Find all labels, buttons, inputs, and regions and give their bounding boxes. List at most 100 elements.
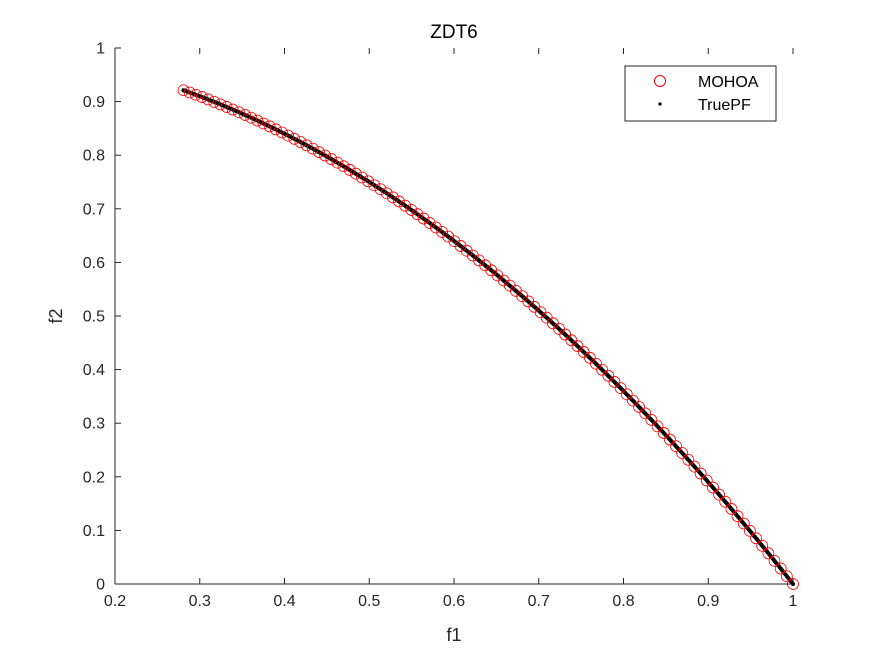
x-tick-label: 0.9 bbox=[697, 593, 719, 610]
mohoa-point bbox=[774, 562, 787, 575]
mohoa-point bbox=[423, 217, 436, 229]
mohoa-point bbox=[196, 91, 208, 103]
mohoa-point bbox=[466, 249, 479, 262]
mohoa-point bbox=[583, 351, 596, 364]
mohoa-point bbox=[645, 413, 658, 426]
mohoa-point bbox=[707, 481, 719, 494]
mohoa-point bbox=[276, 126, 288, 139]
mohoa-point bbox=[263, 120, 276, 133]
mohoa-point bbox=[614, 382, 627, 395]
mohoa-point bbox=[682, 453, 695, 466]
mohoa-point bbox=[257, 117, 270, 130]
y-axis-title: f2 bbox=[46, 308, 66, 323]
mohoa-point bbox=[744, 524, 756, 537]
mohoa-point bbox=[356, 171, 368, 184]
mohoa-point bbox=[688, 460, 701, 473]
mohoa-point bbox=[577, 346, 590, 358]
axis-ticks bbox=[114, 47, 794, 585]
mohoa-point bbox=[343, 164, 356, 176]
x-tick-label: 0.5 bbox=[358, 593, 380, 610]
mohoa-point bbox=[694, 467, 707, 480]
y-tick-label: 0.5 bbox=[83, 309, 105, 326]
x-tick-label: 0.3 bbox=[189, 593, 211, 610]
mohoa-point bbox=[245, 111, 258, 124]
y-tick-label: 0.3 bbox=[83, 416, 105, 433]
y-tick-label: 0.2 bbox=[83, 469, 105, 486]
y-tick-label: 0 bbox=[96, 577, 105, 594]
mohoa-point bbox=[202, 93, 215, 106]
mohoa-point bbox=[590, 357, 602, 370]
mohoa-point bbox=[349, 167, 362, 180]
mohoa-point bbox=[208, 96, 221, 108]
mohoa-point bbox=[731, 510, 744, 523]
mohoa-point bbox=[405, 203, 418, 216]
x-tick-label: 0.8 bbox=[612, 593, 634, 610]
mohoa-point bbox=[183, 86, 196, 99]
y-tick-label: 0.9 bbox=[83, 94, 105, 111]
mohoa-point bbox=[331, 156, 344, 169]
mohoa-point bbox=[325, 153, 338, 165]
mohoa-point bbox=[300, 139, 313, 152]
mohoa-point bbox=[479, 259, 492, 272]
mohoa-point bbox=[627, 394, 639, 407]
y-tick-label: 1 bbox=[96, 41, 105, 58]
mohoa-point bbox=[368, 179, 381, 192]
mohoa-point bbox=[220, 101, 233, 113]
tick-labels: 0.2 0.3 0.4 0.5 0.6 0.7 0.8 0.9 1 0 0.1 0.2 0.3 0.4 0.… bbox=[83, 41, 798, 611]
mohoa-point bbox=[269, 123, 282, 136]
mohoa-point bbox=[362, 175, 375, 188]
mohoa-point bbox=[719, 495, 732, 508]
mohoa-point bbox=[189, 88, 202, 101]
series-mohoa bbox=[177, 84, 799, 590]
x-tick-label: 0.7 bbox=[528, 593, 550, 610]
mohoa-point bbox=[442, 230, 455, 243]
mohoa-point bbox=[737, 517, 750, 530]
mohoa-point bbox=[313, 146, 325, 158]
legend-label-truepf: TruePF bbox=[698, 97, 751, 114]
mohoa-point bbox=[380, 187, 393, 200]
mohoa-point bbox=[448, 235, 461, 248]
mohoa-point bbox=[226, 103, 239, 116]
mohoa-point bbox=[713, 488, 726, 501]
mohoa-point bbox=[639, 407, 652, 420]
x-tick-label: 0.4 bbox=[273, 593, 295, 610]
mohoa-point bbox=[663, 433, 676, 446]
mohoa-point bbox=[700, 474, 713, 487]
mohoa-point bbox=[386, 191, 399, 204]
mohoa-point bbox=[436, 226, 448, 238]
mohoa-point bbox=[282, 129, 295, 142]
legend-marker-mohoa bbox=[654, 75, 666, 87]
y-tick-label: 0.6 bbox=[83, 255, 105, 272]
mohoa-point bbox=[670, 440, 682, 453]
x-tick-label: 0.6 bbox=[443, 593, 465, 610]
legend: MOHOA TruePF bbox=[624, 65, 777, 122]
mohoa-point bbox=[374, 183, 387, 196]
mohoa-point bbox=[239, 109, 251, 121]
mohoa-point bbox=[651, 420, 664, 433]
chart-title: ZDT6 bbox=[430, 22, 478, 43]
mohoa-point bbox=[633, 401, 645, 413]
mohoa-point bbox=[319, 149, 331, 162]
x-axis-title: f1 bbox=[446, 625, 461, 645]
mohoa-point bbox=[768, 554, 781, 567]
y-tick-label: 0.7 bbox=[83, 201, 105, 218]
mohoa-point bbox=[780, 570, 793, 583]
mohoa-point bbox=[411, 208, 424, 221]
mohoa-point bbox=[473, 254, 485, 267]
mohoa-point bbox=[485, 264, 498, 277]
mohoa-point bbox=[251, 114, 264, 127]
mohoa-point bbox=[596, 363, 609, 376]
mohoa-point bbox=[657, 427, 670, 439]
plot-area bbox=[115, 48, 793, 584]
legend-label-mohoa: MOHOA bbox=[698, 74, 759, 91]
mohoa-point bbox=[393, 195, 405, 208]
mohoa-point bbox=[608, 376, 621, 388]
mohoa-point bbox=[460, 244, 473, 257]
mohoa-point bbox=[620, 388, 633, 401]
mohoa-point bbox=[288, 132, 301, 145]
mohoa-point bbox=[417, 212, 430, 225]
mohoa-point bbox=[756, 539, 769, 552]
mohoa-point bbox=[306, 142, 319, 155]
